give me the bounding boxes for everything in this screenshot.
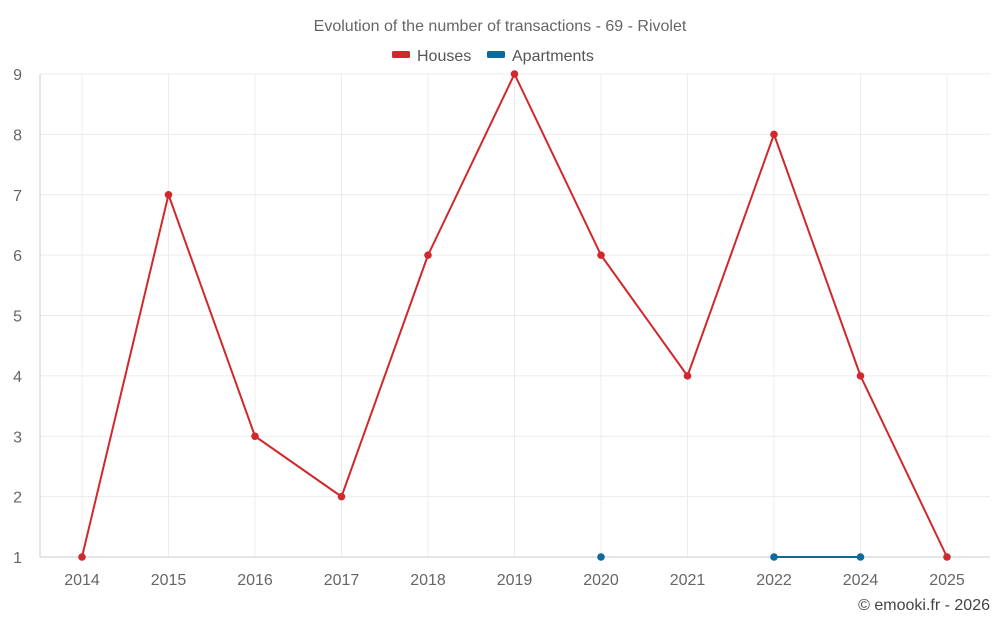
y-tick-label: 2 bbox=[13, 490, 22, 507]
y-tick-label: 3 bbox=[13, 429, 22, 446]
data-point[interactable] bbox=[597, 251, 605, 259]
legend: Houses Apartments bbox=[392, 48, 594, 65]
y-tick-label: 7 bbox=[13, 188, 22, 205]
axes: 1 2 3 4 5 6 7 8 9 2014 2015 2016 2017 2018 2019 2020 202… bbox=[13, 67, 990, 589]
x-tick-label: 2015 bbox=[151, 572, 187, 589]
legend-label: Houses bbox=[417, 48, 471, 65]
data-point[interactable] bbox=[597, 553, 605, 561]
data-point[interactable] bbox=[337, 492, 346, 501]
legend-item[interactable]: Houses bbox=[392, 48, 471, 65]
series bbox=[78, 70, 951, 561]
data-point[interactable] bbox=[164, 190, 173, 199]
grid bbox=[40, 73, 990, 557]
data-point[interactable] bbox=[251, 432, 259, 441]
x-tick-label: 2016 bbox=[237, 572, 273, 589]
chart-title: Evolution of the number of transactions … bbox=[314, 18, 687, 35]
legend-item[interactable]: Apartments bbox=[487, 48, 594, 65]
data-point[interactable] bbox=[943, 553, 951, 561]
data-point[interactable] bbox=[770, 553, 778, 561]
data-point[interactable] bbox=[856, 553, 865, 561]
data-point[interactable] bbox=[510, 70, 519, 78]
y-tick-label: 5 bbox=[13, 309, 22, 326]
series-group bbox=[78, 70, 951, 561]
x-tick-label: 2017 bbox=[324, 572, 360, 589]
y-tick-label: 4 bbox=[13, 369, 22, 386]
data-point[interactable] bbox=[78, 553, 86, 561]
y-tick-label: 9 bbox=[13, 67, 22, 84]
x-tick-label: 2018 bbox=[410, 572, 446, 589]
x-tick-label: 2019 bbox=[497, 572, 533, 589]
y-tick-label: 1 bbox=[13, 550, 22, 567]
x-tick-label: 2020 bbox=[583, 572, 619, 589]
data-point[interactable] bbox=[683, 372, 692, 380]
legend-swatch bbox=[487, 51, 505, 58]
x-tick-label: 2024 bbox=[843, 572, 879, 589]
y-tick-label: 6 bbox=[13, 248, 22, 265]
x-tick-label: 2014 bbox=[64, 572, 100, 589]
data-point[interactable] bbox=[770, 130, 778, 139]
data-point[interactable] bbox=[424, 251, 432, 259]
x-tick-label: 2025 bbox=[929, 572, 965, 589]
data-point[interactable] bbox=[856, 372, 865, 380]
y-tick-label: 8 bbox=[13, 127, 22, 144]
x-tick-label: 2022 bbox=[756, 572, 792, 589]
legend-label: Apartments bbox=[512, 48, 594, 65]
legend-swatch bbox=[392, 51, 410, 58]
x-tick-label: 2021 bbox=[670, 572, 706, 589]
series-group bbox=[597, 553, 865, 561]
credit-text: © emooki.fr - 2026 bbox=[858, 597, 990, 614]
